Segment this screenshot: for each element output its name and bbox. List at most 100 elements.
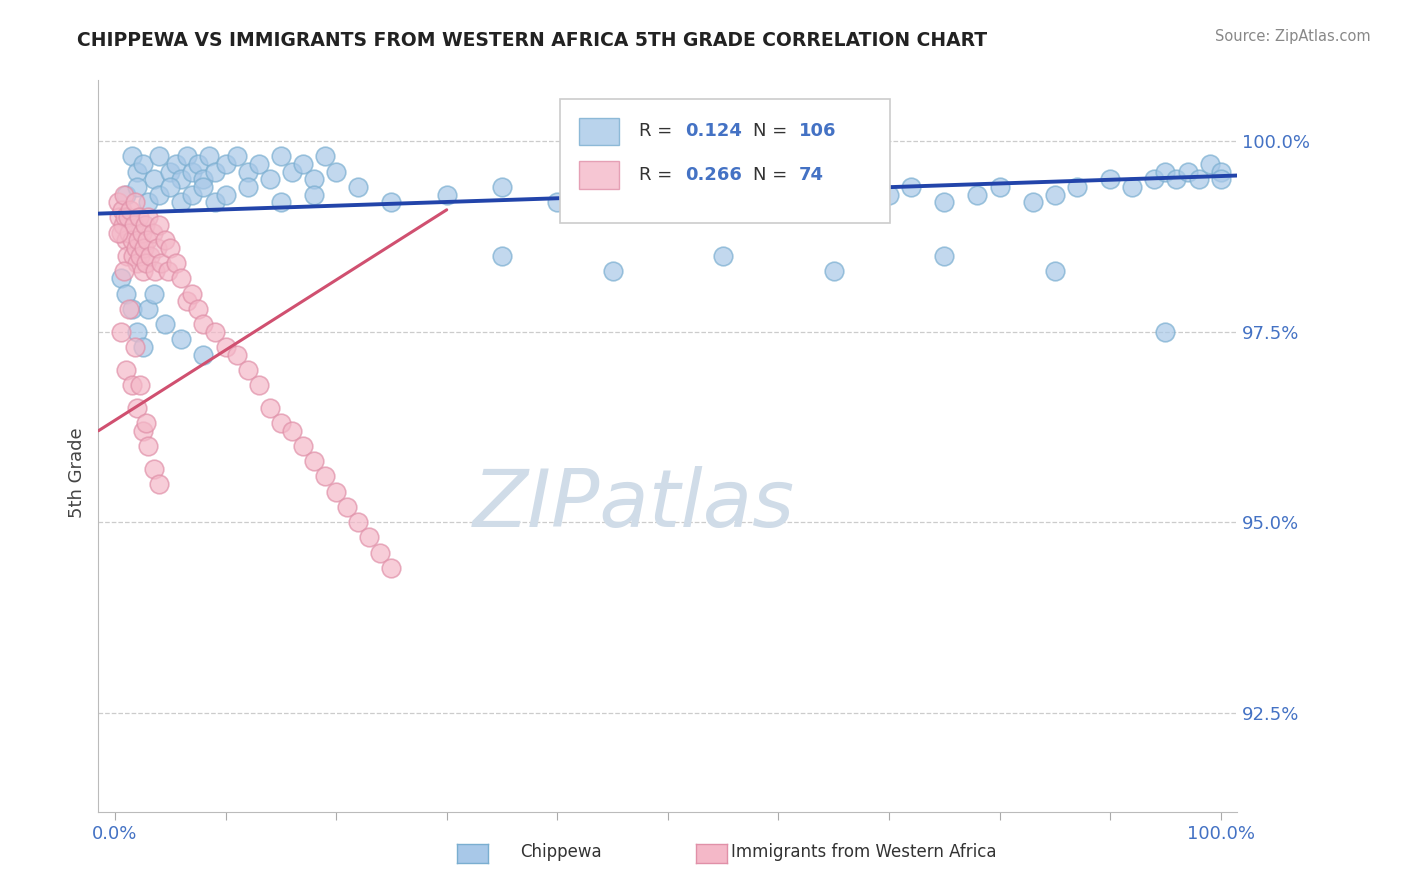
Point [170,271,193,285]
Point [127,256,149,270]
Point [1187,172,1209,186]
Point [1066,180,1088,194]
Point [1177,164,1199,178]
Point [131,157,153,171]
Point [150,256,173,270]
Point [142,462,165,476]
Point [270,416,292,430]
Point [1154,164,1177,178]
Point [148,218,170,232]
Point [491,180,513,194]
Point [325,484,347,499]
Point [108,211,131,225]
Point [142,172,165,186]
Point [121,301,143,316]
Point [110,271,132,285]
Point [127,401,149,415]
Text: R =: R = [640,167,678,185]
Point [127,233,149,247]
Point [634,195,657,210]
Point [148,149,170,163]
Point [302,172,325,186]
Point [107,226,129,240]
Point [170,195,193,210]
Point [170,332,193,346]
Point [934,195,956,210]
Point [136,211,159,225]
Point [988,180,1011,194]
Point [114,211,136,225]
Point [193,347,215,361]
Point [204,164,226,178]
Point [204,195,226,210]
Point [136,301,159,316]
Point [132,241,155,255]
FancyBboxPatch shape [579,161,619,189]
Point [302,187,325,202]
Point [247,157,270,171]
Point [856,195,879,210]
Point [142,226,165,240]
Point [135,256,157,270]
Point [291,439,314,453]
Point [136,233,159,247]
Point [1099,172,1122,186]
FancyBboxPatch shape [560,99,890,223]
Point [120,202,142,217]
Point [129,378,152,392]
Point [711,248,734,262]
Point [148,187,170,202]
Point [568,187,591,202]
Point [259,401,281,415]
Point [159,241,181,255]
Point [181,164,204,178]
Point [157,264,180,278]
Point [934,248,956,262]
Point [602,264,624,278]
Point [134,218,156,232]
Point [768,187,790,202]
Point [127,180,149,194]
Point [1043,187,1066,202]
Point [146,241,169,255]
Point [1209,164,1232,178]
Point [359,531,381,545]
Point [236,180,259,194]
Point [187,157,209,171]
Point [214,340,236,354]
Point [193,180,215,194]
Point [214,187,236,202]
Point [176,149,198,163]
Point [966,187,988,202]
Point [1166,172,1188,186]
Point [281,424,304,438]
Point [314,469,336,483]
Point [198,149,221,163]
Point [118,226,141,240]
Point [143,264,166,278]
Point [153,317,176,331]
Text: N =: N = [754,122,793,140]
Point [118,301,141,316]
Point [121,149,143,163]
Point [117,211,139,225]
Point [159,164,181,178]
Point [176,294,198,309]
Point [170,172,193,186]
Point [131,340,153,354]
Point [148,477,170,491]
Point [111,218,134,232]
Point [135,416,157,430]
Point [204,325,226,339]
Text: CHIPPEWA VS IMMIGRANTS FROM WESTERN AFRICA 5TH GRADE CORRELATION CHART: CHIPPEWA VS IMMIGRANTS FROM WESTERN AFRI… [77,31,987,50]
Point [121,378,143,392]
Point [657,187,679,202]
Point [711,180,734,194]
Text: 0.266: 0.266 [685,167,742,185]
Text: Chippewa: Chippewa [520,843,602,861]
Point [127,164,149,178]
Point [121,248,143,262]
Point [877,187,900,202]
Point [270,195,292,210]
Point [115,187,138,202]
